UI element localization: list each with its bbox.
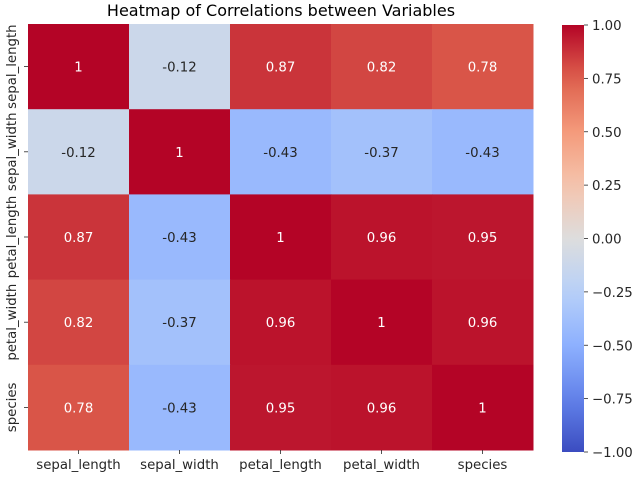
heatmap-cell xyxy=(28,279,130,366)
y-tick-label: sepal_length xyxy=(5,24,20,108)
x-tick-label: petal_length xyxy=(239,458,322,473)
cell-annotation: 1 xyxy=(377,316,385,331)
cell-annotation: 1 xyxy=(74,61,82,76)
heatmap-cell xyxy=(28,109,130,195)
cell-annotation: 0.95 xyxy=(468,231,498,246)
cell-annotation: 0.78 xyxy=(468,61,498,76)
heatmap-cell xyxy=(129,279,231,366)
colorbar-tick-label: 0.25 xyxy=(592,179,622,194)
chart-title: Heatmap of Correlations between Variable… xyxy=(107,1,455,20)
x-tick-label: sepal_length xyxy=(36,458,120,473)
heatmap-cell xyxy=(230,24,332,110)
cell-annotation: 0.82 xyxy=(367,61,397,76)
cell-annotation: -0.37 xyxy=(364,146,398,161)
heatmap-cell xyxy=(129,24,231,110)
cell-annotation: 0.82 xyxy=(64,316,94,331)
heatmap-cell xyxy=(331,109,433,195)
heatmap-cell xyxy=(432,364,534,451)
cell-annotation: -0.43 xyxy=(465,146,499,161)
cell-annotation: 0.78 xyxy=(64,401,94,416)
cell-annotation: -0.43 xyxy=(162,231,196,246)
colorbar-tick-label: 0.75 xyxy=(592,72,622,87)
heatmap-cell xyxy=(432,194,534,281)
y-tick-label: petal_width xyxy=(5,284,20,361)
heatmap-cell xyxy=(230,109,332,195)
cell-annotation: 0.87 xyxy=(64,231,94,246)
y-tick-label: petal_length xyxy=(5,196,20,279)
cell-annotation: 0.96 xyxy=(367,401,397,416)
x-tick-label: petal_width xyxy=(343,458,420,473)
heatmap-cell xyxy=(331,364,433,451)
heatmap-cell xyxy=(432,279,534,366)
colorbar: 1.00 0.75 0.50 0.25 0.00 −0.25 −0.50 −0.75 −1.00 xyxy=(562,19,633,461)
heatmap-cell xyxy=(331,194,433,281)
cell-annotation: 0.95 xyxy=(266,401,296,416)
heatmap-cell xyxy=(28,364,130,451)
cell-annotation: -0.12 xyxy=(162,61,196,76)
heatmap-cell xyxy=(129,364,231,451)
cell-annotation: -0.12 xyxy=(61,146,95,161)
colorbar-tick-label: 1.00 xyxy=(592,19,622,34)
heatmap-cell xyxy=(331,24,433,110)
cell-annotation: -0.37 xyxy=(162,316,196,331)
x-axis: sepal_length sepal_width petal_length petal… xyxy=(36,450,507,473)
cell-annotation: 1 xyxy=(478,401,486,416)
cell-annotation: 1 xyxy=(175,146,183,161)
colorbar-tick-label: −1.00 xyxy=(592,446,633,461)
colorbar-tick-label: 0.00 xyxy=(592,233,622,248)
heatmap-cell xyxy=(230,279,332,366)
colorbar-tick-label: −0.25 xyxy=(592,286,633,301)
heatmap-cell xyxy=(129,109,231,195)
cell-annotation: -0.43 xyxy=(162,401,196,416)
cell-annotation: 0.96 xyxy=(468,316,498,331)
cell-annotation: 0.87 xyxy=(266,61,296,76)
heatmap-cell xyxy=(28,24,130,110)
cell-annotation: 1 xyxy=(276,231,284,246)
colorbar-tick-label: −0.50 xyxy=(592,339,633,354)
cell-annotation: -0.43 xyxy=(263,146,297,161)
heatmap-cell xyxy=(28,194,130,281)
x-tick-label: species xyxy=(458,458,508,473)
x-tick-label: sepal_width xyxy=(140,458,219,473)
heatmap-cell xyxy=(230,364,332,451)
colorbar-tick-label: −0.75 xyxy=(592,393,633,408)
y-axis: sepal_length sepal_width petal_lengthpetal… xyxy=(5,24,28,432)
heatmap-cell xyxy=(432,24,534,110)
heatmap-annotations: 1 -0.12 0.87 0.82 0.78 -0.12 1 -0.43 -0.37 -0.43 0… xyxy=(61,61,499,417)
colorbar-gradient xyxy=(562,25,584,452)
y-tick-label: sepal_width xyxy=(5,112,20,191)
heatmap-cell xyxy=(129,194,231,281)
cell-annotation: 0.96 xyxy=(266,316,296,331)
heatmap-cells xyxy=(28,24,534,451)
y-tick-label: species xyxy=(5,383,20,433)
heatmap-cell xyxy=(331,279,433,366)
heatmap-cell xyxy=(230,194,332,281)
heatmap-cell xyxy=(432,109,534,195)
colorbar-tick-label: 0.50 xyxy=(592,126,622,141)
cell-annotation: 0.96 xyxy=(367,231,397,246)
